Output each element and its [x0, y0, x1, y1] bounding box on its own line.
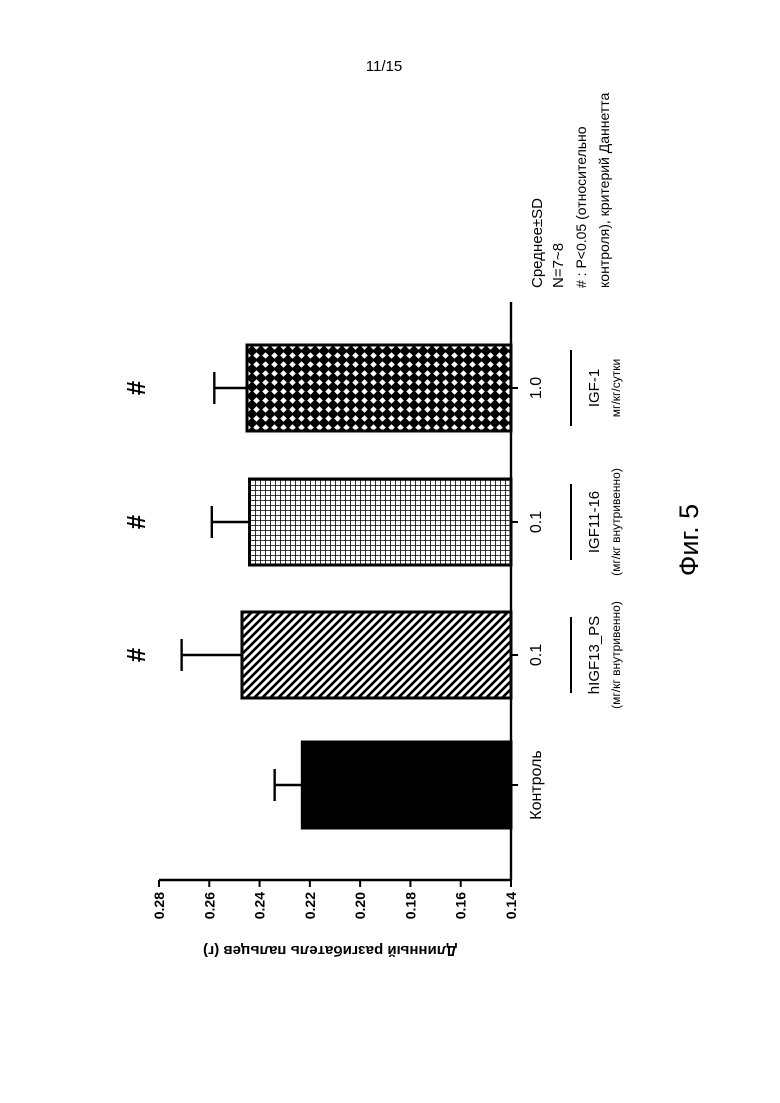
x-tick-label: 1.0	[528, 377, 545, 399]
y-tick-label: 0.16	[453, 892, 469, 919]
legend-notes: Среднее±SD N=7~8 # : P<0.05 (относительн…	[529, 93, 612, 288]
page-number: 11/15	[366, 58, 402, 75]
y-tick-label: 0.28	[151, 892, 167, 919]
x-axis-categories: Контроль 0.1 0.1 1.0	[511, 377, 545, 820]
y-axis-label: Длинный разгибатель пальцев (г)	[203, 942, 457, 959]
group-unit: мг/кг/сутки	[609, 359, 623, 417]
group-labels: hIGF13_PS (мг/кг внутривенно) IGF11-16 (мг/…	[571, 350, 623, 709]
bar	[302, 742, 511, 828]
x-tick-label: 0.1	[528, 511, 545, 533]
bar	[247, 345, 511, 431]
significance-marker: #	[121, 514, 151, 529]
significance-marker: #	[121, 647, 151, 662]
group-name: hIGF13_PS	[586, 616, 603, 694]
significance-marker: #	[121, 380, 151, 395]
legend-line: N=7~8	[550, 243, 567, 288]
group-name: IGF11-16	[586, 491, 603, 553]
group-unit: (мг/кг внутривенно)	[609, 468, 623, 576]
x-tick-label: Контроль	[528, 750, 545, 820]
figure-label: Фиг. 5	[674, 504, 704, 576]
y-axis-ticks: 0.28 0.26 0.24 0.22 0.20 0.18 0.16 0.14	[151, 880, 519, 919]
bar-chart: 0.28 0.26 0.24 0.22 0.20 0.18 0.16 0.14 # # # Кон…	[121, 302, 623, 959]
group-name: IGF-1	[586, 369, 603, 407]
bar	[250, 479, 511, 565]
legend-line: контроля), критерий Даннетта	[596, 93, 612, 288]
group-unit: (мг/кг внутривенно)	[609, 601, 623, 709]
bar	[242, 612, 511, 698]
y-tick-label: 0.14	[503, 892, 519, 919]
y-tick-label: 0.24	[252, 892, 268, 919]
bars: # # #	[121, 345, 511, 828]
legend-line: # : P<0.05 (относительно	[573, 126, 589, 288]
y-tick-label: 0.20	[352, 892, 368, 919]
legend-line: Среднее±SD	[529, 198, 546, 288]
y-tick-label: 0.22	[302, 892, 318, 919]
y-tick-label: 0.18	[402, 892, 418, 919]
y-tick-label: 0.26	[201, 892, 217, 919]
x-tick-label: 0.1	[528, 644, 545, 666]
